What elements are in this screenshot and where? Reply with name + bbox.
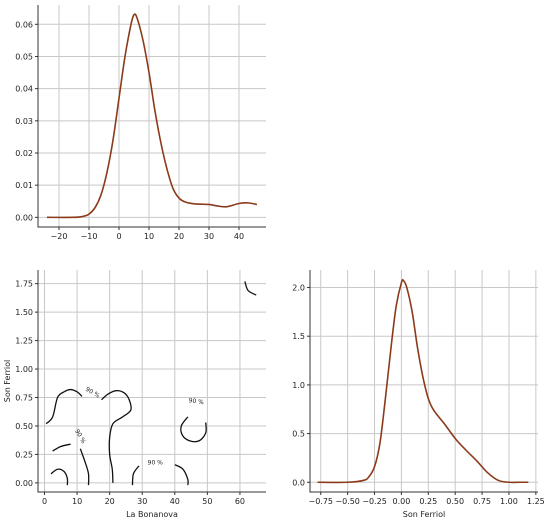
x-tick-label: 0 [42,497,47,506]
contour-line [45,388,83,425]
x-tick-label: −0.25 [362,497,387,506]
contour-level-label: 90 % [148,460,164,467]
y-tick-label: 0.00 [15,479,33,488]
x-tick-label: 20 [105,497,115,506]
contour-line [180,416,207,443]
contour-line [101,390,132,483]
x-tick-label: 0.25 [419,497,437,506]
y-tick-label: 0.50 [15,422,33,431]
y-tick-label: 0.05 [15,52,33,61]
x-axis-label: Son Ferriol [403,510,445,519]
contour-level-label: 90 % [188,397,204,406]
x-tick-label: 10 [144,232,154,241]
y-tick-label: 1.25 [15,337,33,346]
axis-spines [309,270,538,493]
contour-line [50,468,69,486]
x-tick-label: 30 [137,497,147,506]
y-tick-label: 1.50 [15,308,33,317]
x-tick-label: −10 [81,232,98,241]
y-tick-label: 1.00 [15,365,33,374]
y-tick-label: 0.02 [15,149,33,158]
x-tick-label: 40 [234,232,244,241]
x-tick-label: 20 [174,232,184,241]
contour-line [174,464,189,486]
y-axis-label: Son Ferriol [3,360,12,402]
y-tick-label: 1.0 [292,381,305,390]
x-tick-label: −0.50 [335,497,360,506]
joint-contour-panel: 0 10 20 30 40 50 60 0.00 0.25 0.50 0.75 1.00 1.25 1.5… [3,270,266,519]
kde-la-bonanova-panel: −20 −10 0 10 20 30 40 0.00 0.01 0.02 0.03 0.04 0.05 0… [15,5,266,241]
x-tick-label: −20 [51,232,68,241]
y-tick-label: 0.03 [15,117,33,126]
y-tick-label: 0.25 [15,450,33,459]
y-tick-label: 0.00 [15,213,33,222]
contour-line [79,448,90,486]
contour-line [244,281,257,296]
x-tick-label: 1.25 [527,497,545,506]
x-tick-label: 0.50 [446,497,464,506]
x-tick-label: −0.75 [308,497,333,506]
y-tick-label: 1.5 [292,332,305,341]
x-tick-label: 30 [204,232,214,241]
y-tick-label: 0.04 [15,85,33,94]
y-tick-label: 0.06 [15,20,33,29]
y-tick-label: 2.0 [292,284,305,293]
x-tick-label: 1.00 [500,497,518,506]
y-tick-label: 0.5 [292,430,305,439]
x-tick-label: 60 [235,497,245,506]
x-tick-label: 0 [116,232,121,241]
x-axis-label: La Bonanova [126,510,178,519]
kde-son-ferriol-panel: −0.75 −0.50 −0.25 0.00 0.25 0.50 0.75 1.00 1.25 0… [292,270,545,519]
y-tick-label: 1.75 [15,280,33,289]
contour-line [131,465,140,486]
contour-line [52,443,71,452]
x-tick-label: 10 [72,497,82,506]
density-curve [46,13,258,219]
y-tick-label: 0.75 [15,394,33,403]
axis-spines [37,270,266,493]
y-tick-label: 0.0 [292,478,305,487]
x-tick-label: 0.75 [473,497,491,506]
x-tick-label: 50 [202,497,212,506]
x-tick-label: 40 [170,497,180,506]
x-tick-label: 0.00 [393,497,411,506]
density-curve [317,278,529,484]
contour-level-label: 90 % [73,428,87,445]
y-tick-label: 0.01 [15,181,33,190]
axis-spines [37,5,266,228]
